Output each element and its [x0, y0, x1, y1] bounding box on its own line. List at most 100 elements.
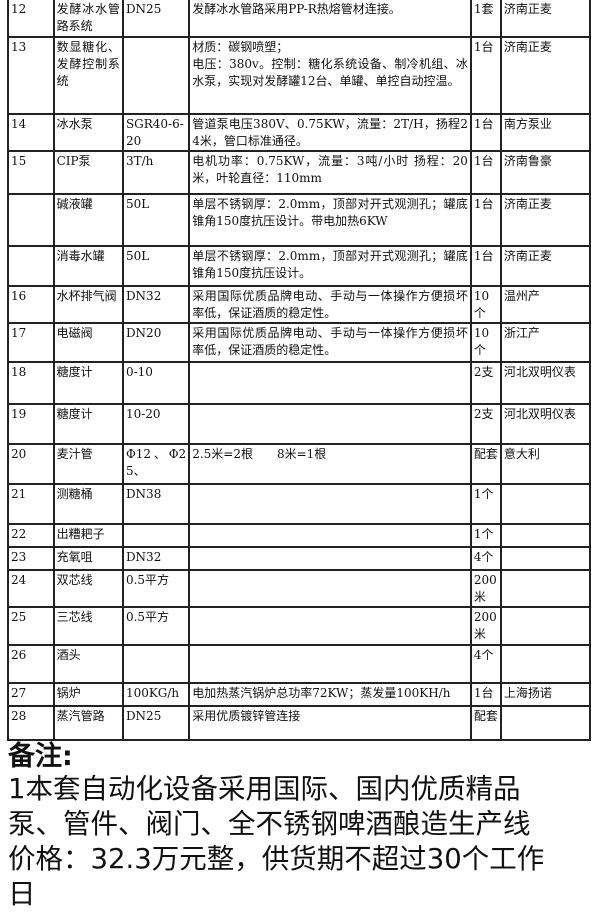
cell-description: 采用国际优质品牌电动、手动与一体操作方便损坏率低，保证酒质的稳定性。 — [188, 322, 472, 363]
cell-description: 单层不锈钢厚：2.0mm，顶部对开式观测孔；罐底锥角150度抗压设计。带电加热6… — [188, 193, 472, 247]
cell-name: 三芯线 — [52, 606, 124, 646]
cell-description — [188, 361, 472, 405]
cell-origin — [499, 546, 592, 571]
table-row: 13 数显糖化、发酵控制系统 材质：碳钢喷塑； 电压：380v。控制：糖化系统设备、… — [7, 36, 592, 115]
cell-number: 22 — [7, 523, 55, 548]
cell-quantity: 1个 — [469, 523, 502, 548]
cell-origin — [499, 606, 592, 646]
cell-number: 12 — [7, 0, 55, 38]
cell-name: 水杯排气阀 — [52, 285, 124, 324]
cell-name: 出糟耙子 — [52, 523, 124, 548]
notes-title: 备注: — [8, 741, 73, 772]
cell-quantity: 1台 — [469, 150, 502, 195]
cell-origin: 浙江产 — [499, 322, 592, 363]
cell-quantity: 2支 — [469, 361, 502, 405]
cell-quantity: 2支 — [469, 403, 502, 445]
table-row: 23 充氧咀 DN32 4个 — [7, 546, 592, 571]
cell-quantity: 10个 — [469, 285, 502, 324]
cell-spec: 3T/h — [121, 150, 191, 195]
cell-quantity: 1台 — [469, 113, 502, 152]
equipment-table: 12 发酵冰水管路系统 DN25 发酵冰水管路采用PP-R热熔管材连接。 1套 济南正麦 1… — [7, 0, 592, 741]
table-row: 16 水杯排气阀 DN32 采用国际优质品牌电动、手动与一体操作方便损坏率低，保证酒质… — [7, 285, 592, 324]
cell-origin — [499, 483, 592, 525]
cell-description: 电机功率：0.75KW，流量：3吨/小时 扬程：20米，叶轮直径：110mm — [188, 150, 472, 195]
table-row: 18 糖度计 0-10 2支 河北双明仪表 — [7, 361, 592, 405]
cell-description: 材质：碳钢喷塑； 电压：380v。控制：糖化系统设备、制冷机组、冰水泵，实现对发… — [188, 36, 472, 115]
cell-description: 采用优质镀锌管连接 — [188, 705, 472, 741]
table-row: 27 锅炉 100KG/h 电加热蒸汽锅炉总功率72KW；蒸发量100KH/h 1台 上海… — [7, 682, 592, 707]
cell-name: 充氧咀 — [52, 546, 124, 571]
cell-name: 双芯线 — [52, 569, 124, 608]
cell-name: 消毒水罐 — [52, 245, 124, 287]
table-row: 消毒水罐 50L 单层不锈钢厚：2.0mm，顶部对开式观测孔；罐底锥角150度抗压设… — [7, 245, 592, 287]
notes-line: 1本套自动化设备采用国际、国内优质精品 — [8, 773, 521, 805]
cell-number: 21 — [7, 483, 55, 525]
cell-description — [188, 569, 472, 608]
cell-origin: 济南正麦 — [499, 245, 592, 287]
cell-quantity: 4个 — [469, 644, 502, 684]
cell-number: 27 — [7, 682, 55, 707]
cell-quantity: 配套 — [469, 705, 502, 741]
cell-spec: DN32 — [121, 285, 191, 324]
cell-description: 发酵冰水管路采用PP-R热熔管材连接。 — [188, 0, 472, 38]
table-row: 19 糖度计 10-20 2支 河北双明仪表 — [7, 403, 592, 445]
cell-number — [7, 193, 55, 247]
cell-description — [188, 606, 472, 646]
cell-number: 15 — [7, 150, 55, 195]
notes-body: 1本套自动化设备采用国际、国内优质精品 泵、管件、阀门、全不锈钢啤酒酿造生产线 … — [8, 772, 600, 912]
cell-quantity: 1个 — [469, 483, 502, 525]
cell-number: 16 — [7, 285, 55, 324]
cell-description — [188, 546, 472, 571]
cell-number: 14 — [7, 113, 55, 152]
cell-spec: 50L — [121, 193, 191, 247]
cell-spec — [121, 644, 191, 684]
cell-quantity: 配套 — [469, 443, 502, 485]
cell-number: 23 — [7, 546, 55, 571]
cell-number: 25 — [7, 606, 55, 646]
cell-spec: 100KG/h — [121, 682, 191, 707]
cell-description: 电加热蒸汽锅炉总功率72KW；蒸发量100KH/h — [188, 682, 472, 707]
cell-name: 糖度计 — [52, 361, 124, 405]
cell-quantity: 200米 — [469, 606, 502, 646]
cell-number — [7, 245, 55, 287]
cell-quantity: 1套 — [469, 0, 502, 38]
notes-line: 泵、管件、阀门、全不锈钢啤酒酿造生产线 — [8, 808, 531, 840]
cell-origin: 温州产 — [499, 285, 592, 324]
cell-origin — [499, 705, 592, 741]
cell-spec: DN32 — [121, 546, 191, 571]
cell-spec: 0-10 — [121, 361, 191, 405]
cell-origin: 济南鲁豪 — [499, 150, 592, 195]
cell-origin: 河北双明仪表 — [499, 403, 592, 445]
table-row: 26 酒头 4个 — [7, 644, 592, 684]
cell-quantity: 1台 — [469, 682, 502, 707]
cell-description: 采用国际优质品牌电动、手动与一体操作方便损坏率低，保证酒质的稳定性。 — [188, 285, 472, 324]
cell-description — [188, 483, 472, 525]
cell-origin: 济南正麦 — [499, 36, 592, 115]
notes-line: 价格：32.3万元整，供货期不超过30个工作 — [8, 843, 545, 875]
cell-origin: 济南正麦 — [499, 193, 592, 247]
cell-description: 单层不锈钢厚：2.0mm，顶部对开式观测孔；罐底锥角150度抗压设计。 — [188, 245, 472, 287]
cell-quantity: 1台 — [469, 245, 502, 287]
cell-quantity: 1台 — [469, 36, 502, 115]
cell-spec: DN25 — [121, 0, 191, 38]
cell-quantity: 10个 — [469, 322, 502, 363]
cell-quantity: 200米 — [469, 569, 502, 608]
table-row: 22 出糟耙子 1个 — [7, 523, 592, 548]
cell-description — [188, 403, 472, 445]
table-row: 25 三芯线 0.5平方 200米 — [7, 606, 592, 646]
cell-spec: Φ12、Φ25、 — [121, 443, 191, 485]
cell-name: 电磁阀 — [52, 322, 124, 363]
cell-origin — [499, 569, 592, 608]
cell-name: CIP泵 — [52, 150, 124, 195]
cell-description — [188, 644, 472, 684]
cell-number: 28 — [7, 705, 55, 741]
cell-number: 24 — [7, 569, 55, 608]
cell-spec: SGR40-6-20 — [121, 113, 191, 152]
cell-spec: DN38 — [121, 483, 191, 525]
cell-name: 碱液罐 — [52, 193, 124, 247]
cell-number: 13 — [7, 36, 55, 115]
cell-spec: 10-20 — [121, 403, 191, 445]
table-row: 20 麦汁管 Φ12、Φ25、 2.5米=2根 8米=1根 配套 意大利 — [7, 443, 592, 485]
table-row: 15 CIP泵 3T/h 电机功率：0.75KW，流量：3吨/小时 扬程：20米，叶轮… — [7, 150, 592, 195]
cell-number: 26 — [7, 644, 55, 684]
